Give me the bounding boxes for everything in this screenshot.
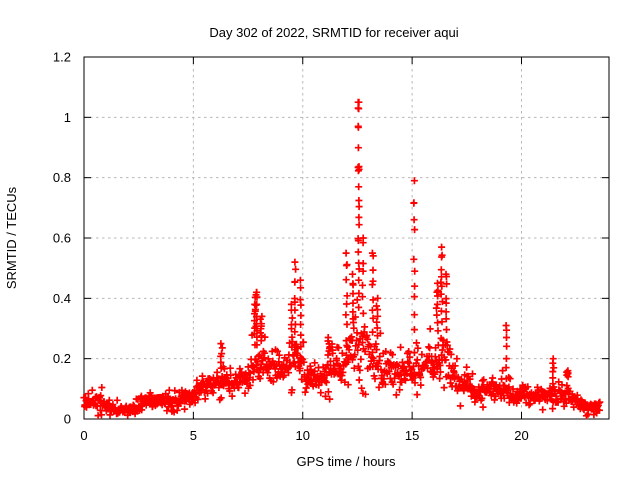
y-tick-label: 0.2	[53, 351, 71, 366]
chart-title: Day 302 of 2022, SRMTID for receiver aqu…	[209, 25, 458, 40]
x-axis-label: GPS time / hours	[297, 454, 396, 469]
y-tick-label: 0.4	[53, 291, 71, 306]
x-tick-label: 15	[405, 428, 419, 443]
y-tick-labels: 0 0.2 0.4 0.6 0.8 1 1.2	[53, 50, 71, 427]
y-tick-label: 1	[64, 110, 71, 125]
x-tick-label: 10	[296, 428, 310, 443]
y-tick-label: 0.6	[53, 231, 71, 246]
x-tick-label: 5	[190, 428, 197, 443]
axis-ticks	[83, 56, 609, 420]
y-tick-label: 1.2	[53, 50, 71, 65]
x-tick-labels: 0 5 10 15 20	[80, 428, 528, 443]
x-tick-label: 0	[80, 428, 87, 443]
x-tick-label: 20	[514, 428, 528, 443]
y-tick-label: 0.8	[53, 170, 71, 185]
scatter-data-points	[80, 98, 604, 420]
y-tick-label: 0	[64, 412, 71, 427]
y-axis-label: SRMTID / TECUs	[4, 186, 19, 289]
